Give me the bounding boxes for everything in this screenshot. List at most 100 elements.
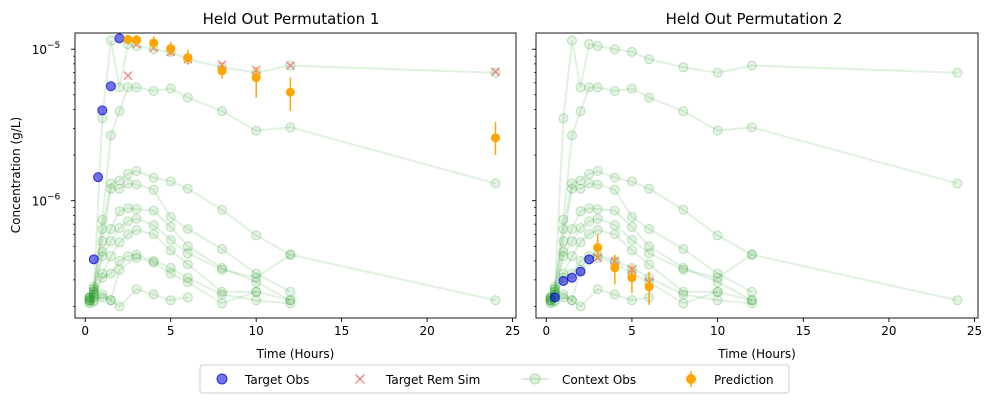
- context-obs-point: [148, 229, 159, 240]
- x-tick-label: 20: [881, 324, 896, 338]
- context-obs-point: [251, 286, 262, 297]
- x-tick-label: 0: [542, 324, 550, 338]
- context-obs-point: [114, 223, 125, 234]
- x-tick-label: 10: [249, 324, 264, 338]
- context-obs-point: [97, 289, 108, 300]
- context-obs-line: [549, 40, 958, 301]
- context-obs-point: [114, 82, 125, 93]
- prediction-point: [644, 282, 654, 292]
- prediction-point: [593, 243, 603, 253]
- context-obs-point: [626, 83, 637, 94]
- context-obs-point: [285, 295, 296, 306]
- context-obs-point: [84, 292, 95, 303]
- context-obs-point: [131, 204, 142, 215]
- target-obs-point: [97, 105, 108, 116]
- context-obs-point: [97, 236, 108, 247]
- context-obs-point: [285, 249, 296, 260]
- context-obs-point: [746, 249, 757, 260]
- context-obs-line: [549, 169, 958, 302]
- context-obs-point: [122, 229, 133, 240]
- context-obs-point: [148, 184, 159, 195]
- context-obs-point: [592, 82, 603, 93]
- context-obs-point: [490, 178, 501, 189]
- context-obs-point: [626, 176, 637, 187]
- legend-marker-target-obs: [216, 373, 228, 385]
- context-obs-point: [584, 169, 595, 180]
- context-obs-point: [575, 82, 586, 93]
- context-obs-point: [626, 222, 637, 233]
- context-obs-point: [584, 39, 595, 50]
- context-obs-point: [678, 204, 689, 215]
- context-obs-point: [584, 82, 595, 93]
- context-obs-point: [251, 125, 262, 136]
- context-obs-point: [97, 272, 108, 283]
- context-obs-point: [626, 295, 637, 306]
- target-obs-point: [93, 172, 104, 183]
- context-obs-point: [182, 224, 193, 235]
- x-tick-label: 20: [419, 324, 434, 338]
- context-obs-point: [131, 179, 142, 190]
- plot-area: [84, 33, 501, 312]
- context-obs-point: [131, 213, 142, 224]
- context-obs-point: [746, 298, 757, 309]
- context-obs-line: [549, 86, 958, 298]
- context-obs-point: [558, 251, 569, 262]
- context-obs-point: [88, 295, 99, 306]
- context-obs-point: [84, 295, 95, 306]
- context-obs-point: [609, 85, 620, 96]
- context-obs-line: [88, 217, 291, 298]
- context-obs-point: [592, 213, 603, 224]
- context-obs-point: [285, 122, 296, 133]
- context-obs-point: [678, 286, 689, 297]
- legend-label-target-rem-sim: Target Rem Sim: [385, 373, 480, 387]
- context-obs-line: [549, 217, 753, 298]
- context-obs-point: [566, 130, 577, 141]
- target-obs-point: [575, 266, 586, 277]
- context-obs-point: [566, 35, 577, 46]
- context-obs-point: [182, 241, 193, 252]
- context-obs-point: [558, 292, 569, 303]
- context-obs-point: [584, 229, 595, 240]
- y-tick-label-exponent: −5: [47, 41, 60, 51]
- legend-entry-target-obs: Target Obs: [216, 373, 309, 387]
- context-obs-point: [165, 83, 176, 94]
- context-obs-point: [97, 246, 108, 257]
- legend: Target Obs Target Rem Sim Context Obs Pr…: [199, 364, 790, 394]
- x-tick-label: 25: [967, 324, 982, 338]
- context-obs-point: [609, 205, 620, 216]
- context-obs-point: [251, 286, 262, 297]
- context-obs-point: [84, 292, 95, 303]
- context-obs-point: [105, 183, 116, 194]
- target-obs-point: [566, 272, 577, 283]
- context-obs-point: [122, 251, 133, 262]
- context-obs-point: [644, 241, 655, 252]
- context-obs-point: [609, 44, 620, 55]
- x-axis-label: Time (Hours): [256, 347, 335, 361]
- prediction-point: [251, 73, 261, 83]
- context-obs-point: [88, 286, 99, 297]
- context-obs-point: [148, 220, 159, 231]
- context-obs-point: [88, 281, 99, 292]
- context-obs-point: [678, 262, 689, 273]
- context-obs-point: [148, 205, 159, 216]
- target-obs-point: [105, 81, 116, 92]
- context-obs-point: [712, 125, 723, 136]
- target-rem-sim-point: [285, 61, 295, 71]
- context-obs-point: [165, 234, 176, 245]
- legend-entry-context-obs: Context Obs: [521, 373, 636, 387]
- context-obs-point: [549, 281, 560, 292]
- context-obs-point: [644, 92, 655, 103]
- prediction-point: [149, 38, 159, 48]
- target-rem-sim-point: [123, 71, 133, 81]
- context-obs-point: [122, 169, 133, 180]
- context-obs-point: [105, 224, 116, 235]
- context-obs-point: [746, 295, 757, 306]
- context-obs-point: [165, 212, 176, 223]
- context-obs-point: [285, 249, 296, 260]
- context-obs-line: [88, 182, 291, 298]
- context-obs-point: [592, 41, 603, 52]
- context-obs-point: [131, 225, 142, 236]
- context-obs-point: [609, 172, 620, 183]
- context-obs-point: [575, 237, 586, 248]
